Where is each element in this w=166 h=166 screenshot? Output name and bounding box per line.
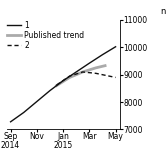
1 (23, 112, 25, 114)
Line: 1: 1 (11, 47, 116, 122)
2 (82, 71, 84, 73)
Y-axis label: no.: no. (160, 6, 166, 16)
1 (75, 71, 77, 73)
1 (49, 90, 51, 92)
Published trend (69, 76, 71, 78)
Published trend (82, 71, 84, 73)
Line: 2: 2 (56, 72, 116, 85)
1 (10, 121, 12, 123)
2 (55, 84, 57, 86)
Published trend (95, 67, 97, 69)
1 (36, 101, 38, 103)
2 (69, 75, 71, 77)
1 (115, 46, 117, 48)
2 (108, 75, 110, 77)
2 (115, 76, 117, 78)
Published trend (104, 65, 106, 67)
2 (95, 72, 97, 74)
1 (101, 54, 103, 56)
Legend: 1, Published trend, 2: 1, Published trend, 2 (7, 21, 84, 50)
Line: Published trend: Published trend (56, 66, 105, 86)
1 (62, 80, 64, 82)
Published trend (55, 85, 57, 87)
1 (88, 62, 90, 64)
